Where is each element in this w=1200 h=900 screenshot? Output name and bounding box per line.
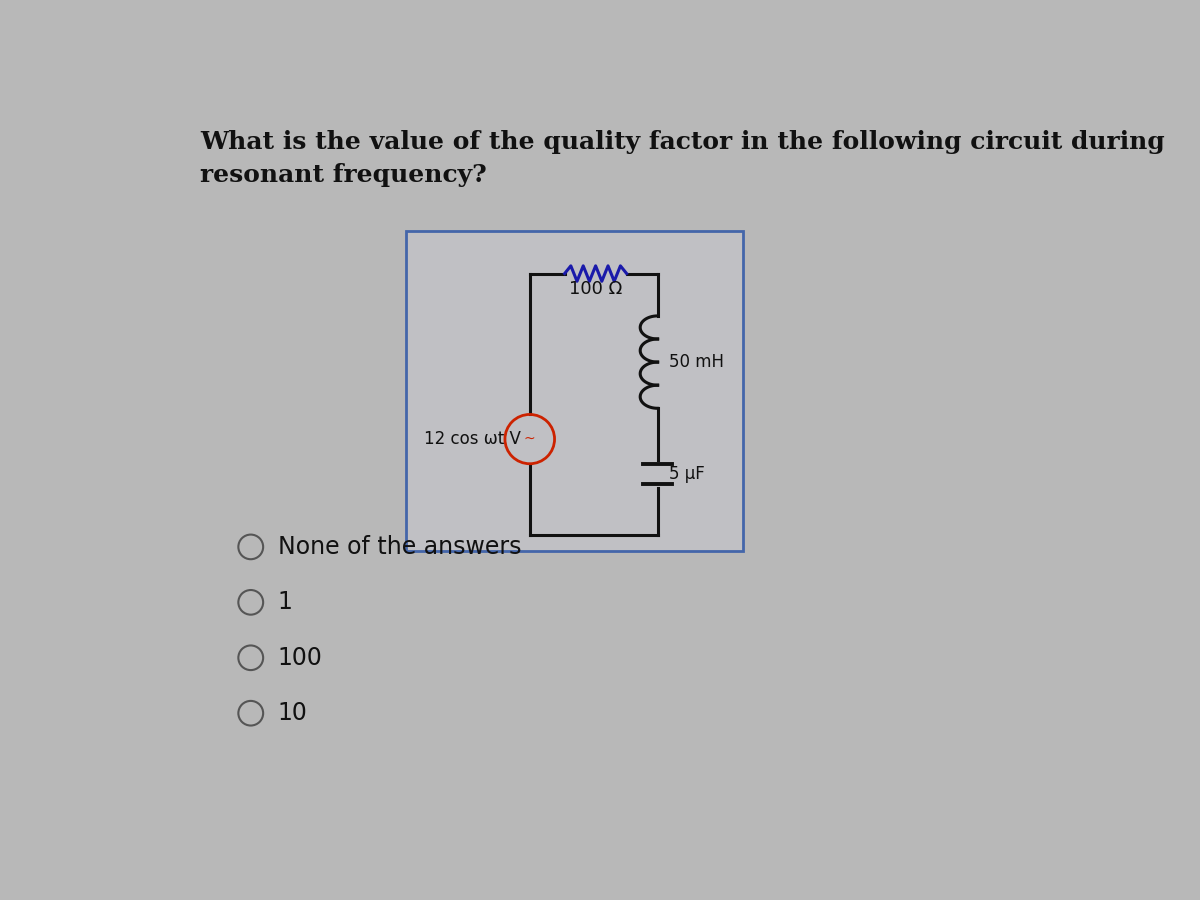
Text: 12 cos ωt V: 12 cos ωt V [424,430,521,448]
Text: 100 Ω: 100 Ω [569,280,623,298]
Bar [406,231,743,551]
Text: None of the answers: None of the answers [278,535,521,559]
Text: 100: 100 [278,646,323,670]
Text: 10: 10 [278,701,307,725]
Text: 50 mH: 50 mH [670,353,725,371]
Text: What is the value of the quality factor in the following circuit during: What is the value of the quality factor … [200,130,1165,154]
Text: 1: 1 [278,590,293,615]
Text: resonant frequency?: resonant frequency? [200,164,487,187]
Text: ~: ~ [524,432,535,446]
Text: 5 μF: 5 μF [670,464,706,482]
